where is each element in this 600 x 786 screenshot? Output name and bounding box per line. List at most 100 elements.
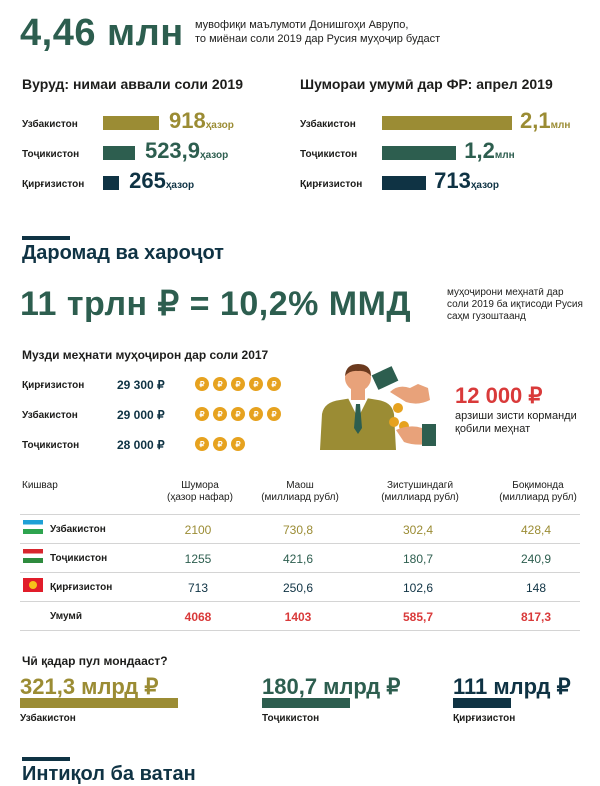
table-column-header: Маош (миллиард рубл): [261, 480, 339, 503]
headline-desc-line1: мувофиқи маълумоти Донишгоҳи Аврупо,: [195, 19, 409, 31]
next-section-rule: [22, 757, 70, 761]
table-row: Умумӣ 4068 1403 585,7 817,3: [20, 601, 580, 631]
table-column-header: Кишвар: [22, 480, 58, 491]
ruble-coin-icon: ₽: [195, 377, 209, 391]
bar-category-label: Қирғизистон: [22, 179, 85, 190]
ruble-coin-icon: ₽: [195, 407, 209, 421]
bar-value-label: 1,2млн: [464, 138, 515, 163]
table-cell: 102,6: [402, 581, 434, 595]
bar-value-label: 2,1млн: [520, 108, 571, 133]
table-cell: 2100: [184, 523, 212, 537]
section-rule: [22, 236, 70, 240]
ruble-coin-icon: ₽: [249, 377, 263, 391]
sun-icon: [29, 581, 37, 589]
coin-row: ₽ ₽ ₽ ₽ ₽: [195, 407, 281, 421]
money-title: Чӣ қадар пул мондааст?: [22, 654, 168, 668]
wage-amount: 28 000 ₽: [117, 438, 165, 452]
money-bar: [20, 698, 178, 708]
coin-row: ₽ ₽ ₽: [195, 437, 245, 451]
bar: [382, 176, 427, 190]
eq-desc-line2: соли 2019 ба иқтисоди Русия: [447, 299, 583, 310]
next-section-title: Интиқол ба ватан: [22, 763, 196, 785]
headline-description: мувофиқи маълумоти Донишгоҳи Аврупо, то …: [195, 18, 455, 46]
bar-value-label: 713ҳазор: [434, 168, 500, 193]
wage-amount: 29 000 ₽: [117, 408, 165, 422]
table-cell: 4068: [184, 610, 212, 624]
table-cell: 713: [187, 581, 209, 595]
bar-category-label: Тоҷикистон: [22, 149, 80, 160]
bar-value-label: 523,9ҳазор: [144, 138, 229, 163]
ruble-coin-icon: ₽: [267, 377, 281, 391]
eq-desc-line3: саҳм гузоштаанд: [447, 311, 526, 322]
wage-title: Музди меҳнати муҳоҷирон дар соли 2017: [22, 348, 269, 362]
chart1-title: Вуруд: нимаи аввали соли 2019: [22, 76, 243, 92]
table-cell: 1403: [284, 610, 312, 624]
table-cell: 428,4: [520, 523, 552, 537]
table-cell: 240,9: [520, 552, 552, 566]
ruble-coin-icon: ₽: [249, 407, 263, 421]
eq-desc-line1: муҳоҷирони меҳнатӣ дар: [447, 287, 564, 298]
bar: [103, 176, 120, 190]
table-cell: 302,4: [402, 523, 434, 537]
money-bar: [262, 698, 350, 708]
wage-country: Қирғизистон: [22, 380, 85, 391]
labor-desc: арзиши зисти корманди қобили меҳнат: [455, 410, 577, 436]
bar-category-label: Тоҷикистон: [300, 149, 358, 160]
ruble-coin-icon: ₽: [231, 407, 245, 421]
table-bottom-border: [20, 630, 580, 631]
labor-desc-line1: арзиши зисти корманди: [455, 410, 577, 422]
table-country: Умумӣ: [50, 611, 82, 622]
bar: [382, 146, 457, 160]
chart2-title: Шумораи умумӣ дар ФР: апрел 2019: [300, 76, 553, 92]
table-row: Узбакистон 2100 730,8 302,4 428,4: [20, 514, 580, 544]
money-value: 321,3 млрд ₽: [20, 674, 159, 699]
ruble-coin-icon: ₽: [231, 437, 245, 451]
coin-row: ₽ ₽ ₽ ₽ ₽: [195, 377, 281, 391]
table-country: Қирғизистон: [50, 582, 113, 593]
money-bar: [453, 698, 511, 708]
money-country: Қирғизистон: [453, 713, 516, 724]
labor-value: 12 000 ₽: [455, 383, 543, 408]
money-value: 180,7 млрд ₽: [262, 674, 401, 699]
money-country: Узбакистон: [20, 713, 76, 724]
labor-desc-line2: қобили меҳнат: [455, 423, 531, 435]
income-equation: 11 трлн ₽ = 10,2% ММД: [20, 285, 412, 323]
income-equation-desc: муҳоҷирони меҳнатӣ дар соли 2019 ба иқти…: [447, 287, 583, 323]
table-cell: 730,8: [282, 523, 314, 537]
wage-amount: 29 300 ₽: [117, 378, 165, 392]
table-cell: 1255: [184, 552, 212, 566]
table-column-header: Шумора (ҳазор нафар): [167, 480, 233, 503]
table-row: Тоҷикистон 1255 421,6 180,7 240,9: [20, 543, 580, 573]
table-cell: 585,7: [402, 610, 434, 624]
table-column-header: Зистушиндагӣ (миллиард рубл): [381, 480, 459, 503]
income-section-title: Даромад ва хароҷот: [22, 242, 224, 264]
wage-country: Узбакистон: [22, 410, 78, 421]
wage-country: Тоҷикистон: [22, 440, 80, 451]
ruble-coin-icon: ₽: [231, 377, 245, 391]
table-cell: 148: [525, 581, 547, 595]
headline-number: 4,46 млн: [20, 12, 184, 54]
ruble-coin-icon: ₽: [213, 377, 227, 391]
bar-category-label: Қирғизистон: [300, 179, 363, 190]
table-cell: 421,6: [282, 552, 314, 566]
bar: [103, 116, 159, 130]
country-flag-icon: [23, 520, 43, 534]
table-cell: 250,6: [282, 581, 314, 595]
table-country: Тоҷикистон: [50, 553, 108, 564]
country-flag-icon: [23, 549, 43, 563]
table-row: Қирғизистон 713 250,6 102,6 148: [20, 572, 580, 602]
table-country: Узбакистон: [50, 524, 106, 535]
bar: [382, 116, 512, 130]
bar-value-label: 918ҳазор: [169, 108, 234, 133]
money-country: Тоҷикистон: [262, 713, 320, 724]
headline-desc-line2: то миёнаи соли 2019 дар Русия муҳоҷир бу…: [195, 33, 441, 45]
country-flag-icon: [23, 578, 43, 592]
bar: [103, 146, 135, 160]
table-column-header: Боқимонда (миллиард рубл): [499, 480, 577, 503]
ruble-coin-icon: ₽: [195, 437, 209, 451]
bar-value-label: 265ҳазор: [129, 168, 195, 193]
ruble-coin-icon: ₽: [213, 437, 227, 451]
table-cell: 817,3: [520, 610, 552, 624]
table-cell: 180,7: [402, 552, 434, 566]
ruble-coin-icon: ₽: [267, 407, 281, 421]
